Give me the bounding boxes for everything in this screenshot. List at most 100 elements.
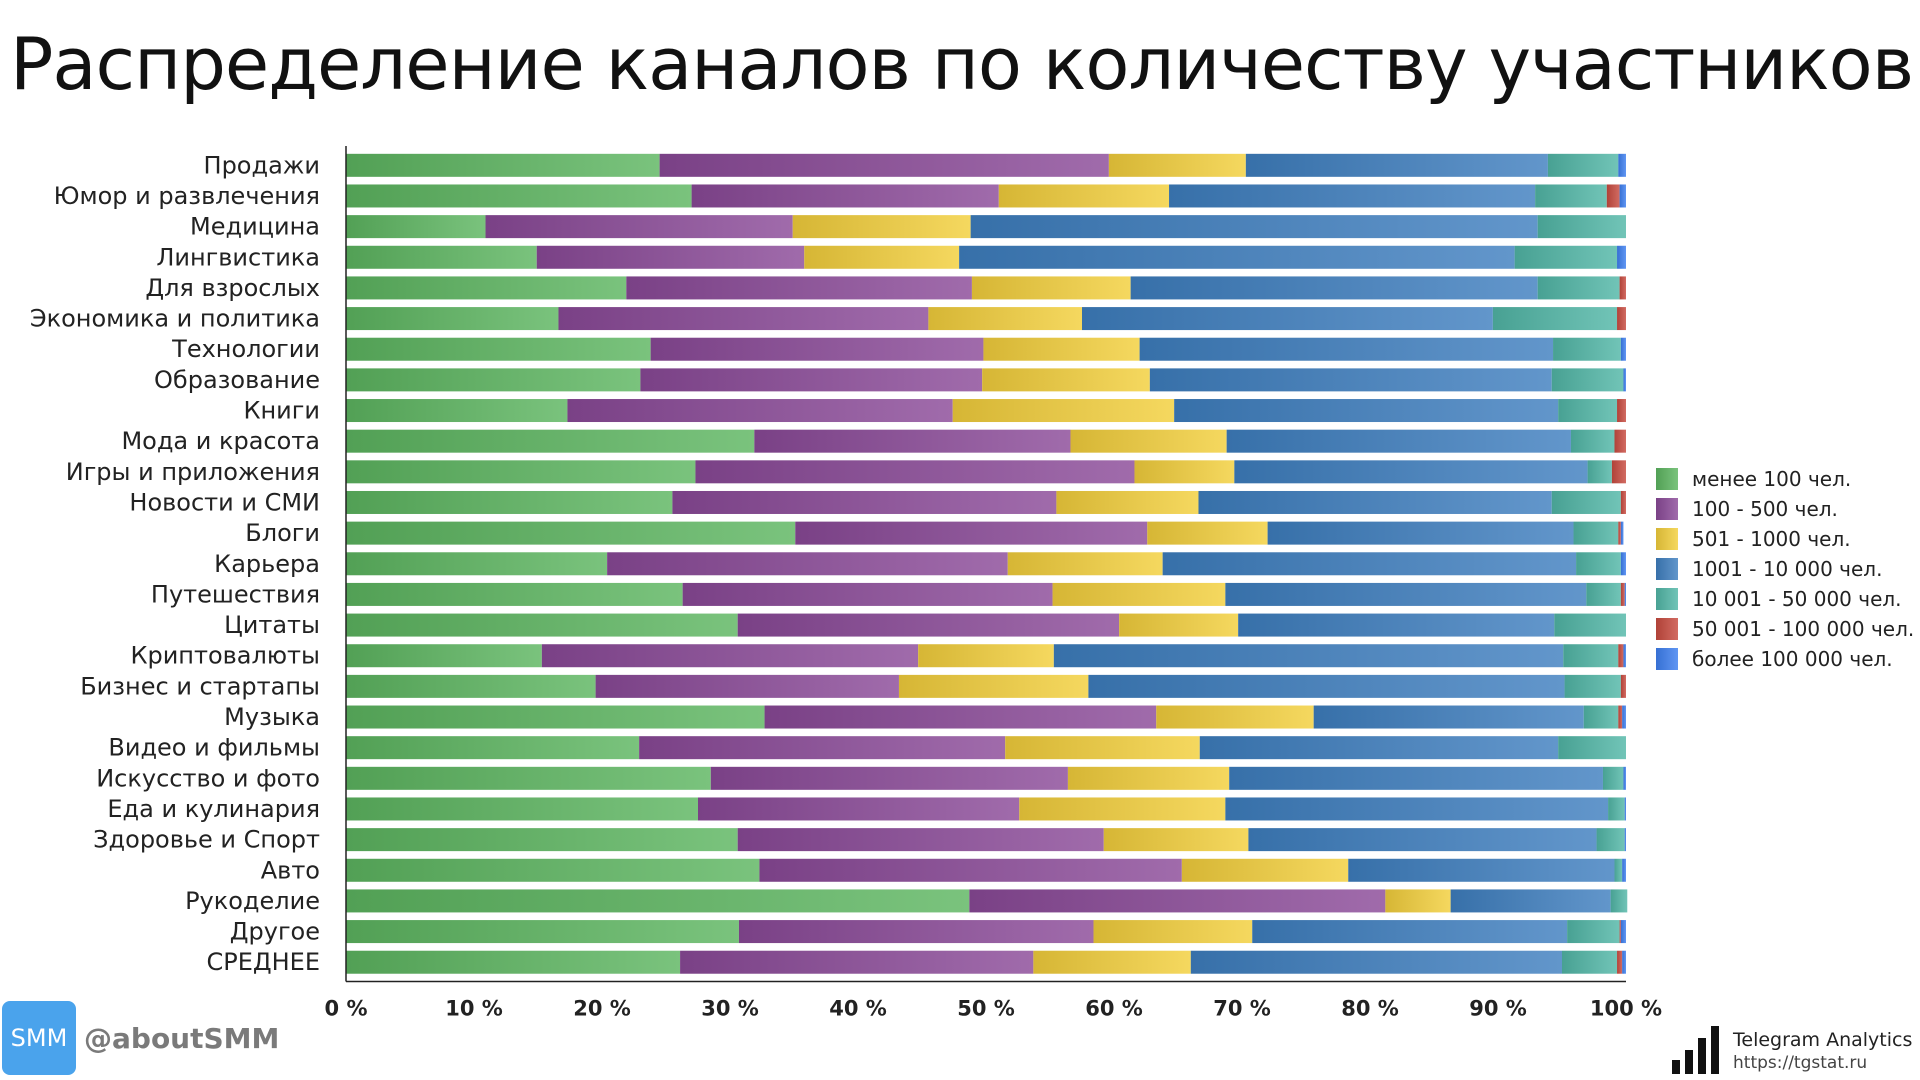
channel-handle[interactable]: @aboutSMM: [84, 1021, 280, 1055]
bar-segment: [1622, 705, 1626, 729]
category-label: Криптовалюты: [130, 642, 320, 670]
category-label: Рукоделие: [185, 887, 320, 915]
bar-segment: [1619, 276, 1626, 300]
bar-segment: [1134, 460, 1235, 484]
bar-segment: [1624, 797, 1626, 821]
bar-segment: [1245, 153, 1548, 177]
bar-segment: [1537, 215, 1626, 239]
bar-segment: [1082, 307, 1493, 331]
x-tick-label: 90 %: [1469, 997, 1527, 1021]
bar-segment: [346, 858, 760, 882]
bar-segment: [346, 490, 673, 514]
bar-segment: [1619, 184, 1626, 208]
category-label: Карьера: [214, 550, 320, 578]
bar-segment: [1620, 582, 1625, 606]
bar-segment: [1225, 582, 1587, 606]
category-label: Авто: [261, 856, 320, 884]
bar-segment: [1620, 337, 1626, 361]
bar-segment: [1226, 429, 1571, 453]
bar-segment: [1617, 307, 1626, 331]
category-label: Искусство и фото: [96, 764, 320, 792]
bar-segment: [346, 766, 711, 790]
bar-segment: [795, 521, 1148, 545]
bar-segment: [1558, 399, 1618, 423]
bar-segment: [680, 950, 1034, 974]
bar-segment: [346, 582, 683, 606]
bar-segment: [639, 736, 1006, 760]
bar-segment: [1620, 552, 1626, 576]
bar-segment: [1624, 582, 1626, 606]
bar-segment: [1587, 460, 1612, 484]
bar-segment: [710, 766, 1068, 790]
bar-segment: [346, 245, 537, 269]
bar-segment: [1198, 490, 1552, 514]
axis-layer: [345, 146, 1626, 983]
bar-segment: [346, 828, 738, 852]
bar-segment: [898, 674, 1089, 698]
bar-segment: [1619, 920, 1621, 944]
bar-segment: [1169, 184, 1536, 208]
bar-segment: [558, 307, 929, 331]
bar-segment: [1551, 490, 1621, 514]
x-tick-label: 50 %: [957, 997, 1015, 1021]
bar-segment: [1313, 705, 1584, 729]
bar-segment: [1606, 184, 1620, 208]
bar-segment: [1248, 828, 1597, 852]
bar-segment: [983, 337, 1140, 361]
bar-segment: [1583, 705, 1619, 729]
bar-segment: [346, 215, 486, 239]
bar-segment: [1623, 766, 1626, 790]
bar-segment: [1225, 797, 1609, 821]
bar-segment: [1007, 552, 1163, 576]
bar-segment: [1551, 368, 1624, 392]
bar-segment: [971, 276, 1131, 300]
bar-segment: [1567, 920, 1620, 944]
category-label: Видео и фильмы: [108, 734, 320, 762]
legend-label: более 100 000 чел.: [1692, 647, 1893, 671]
bar-segment: [346, 613, 738, 637]
tick-labels: 0 % 10 % 20 % 30 % 40 % 50 % 60 % 70 % 80 % 90 % 1…: [325, 997, 1663, 1021]
bar-segment: [1070, 429, 1227, 453]
brand-left: SMM @aboutSMM: [2, 1000, 279, 1076]
bar-segment: [1174, 399, 1559, 423]
bar-segment: [1611, 460, 1626, 484]
bar-segment: [1199, 736, 1559, 760]
bar-segment: [1570, 429, 1615, 453]
bar-segment: [1190, 950, 1562, 974]
category-label: Игры и приложения: [66, 458, 320, 486]
bar-segment: [1348, 858, 1615, 882]
bar-segment: [346, 307, 559, 331]
x-tick-label: 80 %: [1341, 997, 1399, 1021]
bar-segment: [567, 399, 953, 423]
bar-segment: [1602, 766, 1624, 790]
bar-segment: [698, 797, 1020, 821]
bar-segment: [541, 644, 919, 668]
legend-swatch: [1656, 498, 1678, 520]
bar-segment: [1139, 337, 1554, 361]
bar-segment: [1156, 705, 1314, 729]
bar-segment: [1181, 858, 1349, 882]
bar-segment: [346, 920, 739, 944]
brand-url[interactable]: https://tgstat.ru: [1733, 1053, 1868, 1073]
bar-segment: [1267, 521, 1574, 545]
bar-segment: [1147, 521, 1268, 545]
legend-swatch: [1656, 468, 1678, 490]
bar-segment: [982, 368, 1150, 392]
bar-segment: [1130, 276, 1538, 300]
bar-segment: [346, 276, 627, 300]
bar-segment: [640, 368, 983, 392]
bar-segment: [1622, 858, 1626, 882]
bar-segment: [1563, 644, 1619, 668]
bar-segment: [1596, 828, 1625, 852]
bar-segment: [346, 644, 542, 668]
bar-segment: [1053, 644, 1564, 668]
category-label: Образование: [154, 366, 320, 394]
bar-segment: [626, 276, 972, 300]
smm-badge[interactable]: SMM: [2, 1001, 76, 1075]
category-label: Путешествия: [151, 580, 320, 608]
bar-segment: [918, 644, 1054, 668]
x-tick-label: 30 %: [701, 997, 759, 1021]
bar-segment: [1624, 828, 1626, 852]
x-tick-label: 10 %: [445, 997, 503, 1021]
bar-segment: [1558, 736, 1626, 760]
